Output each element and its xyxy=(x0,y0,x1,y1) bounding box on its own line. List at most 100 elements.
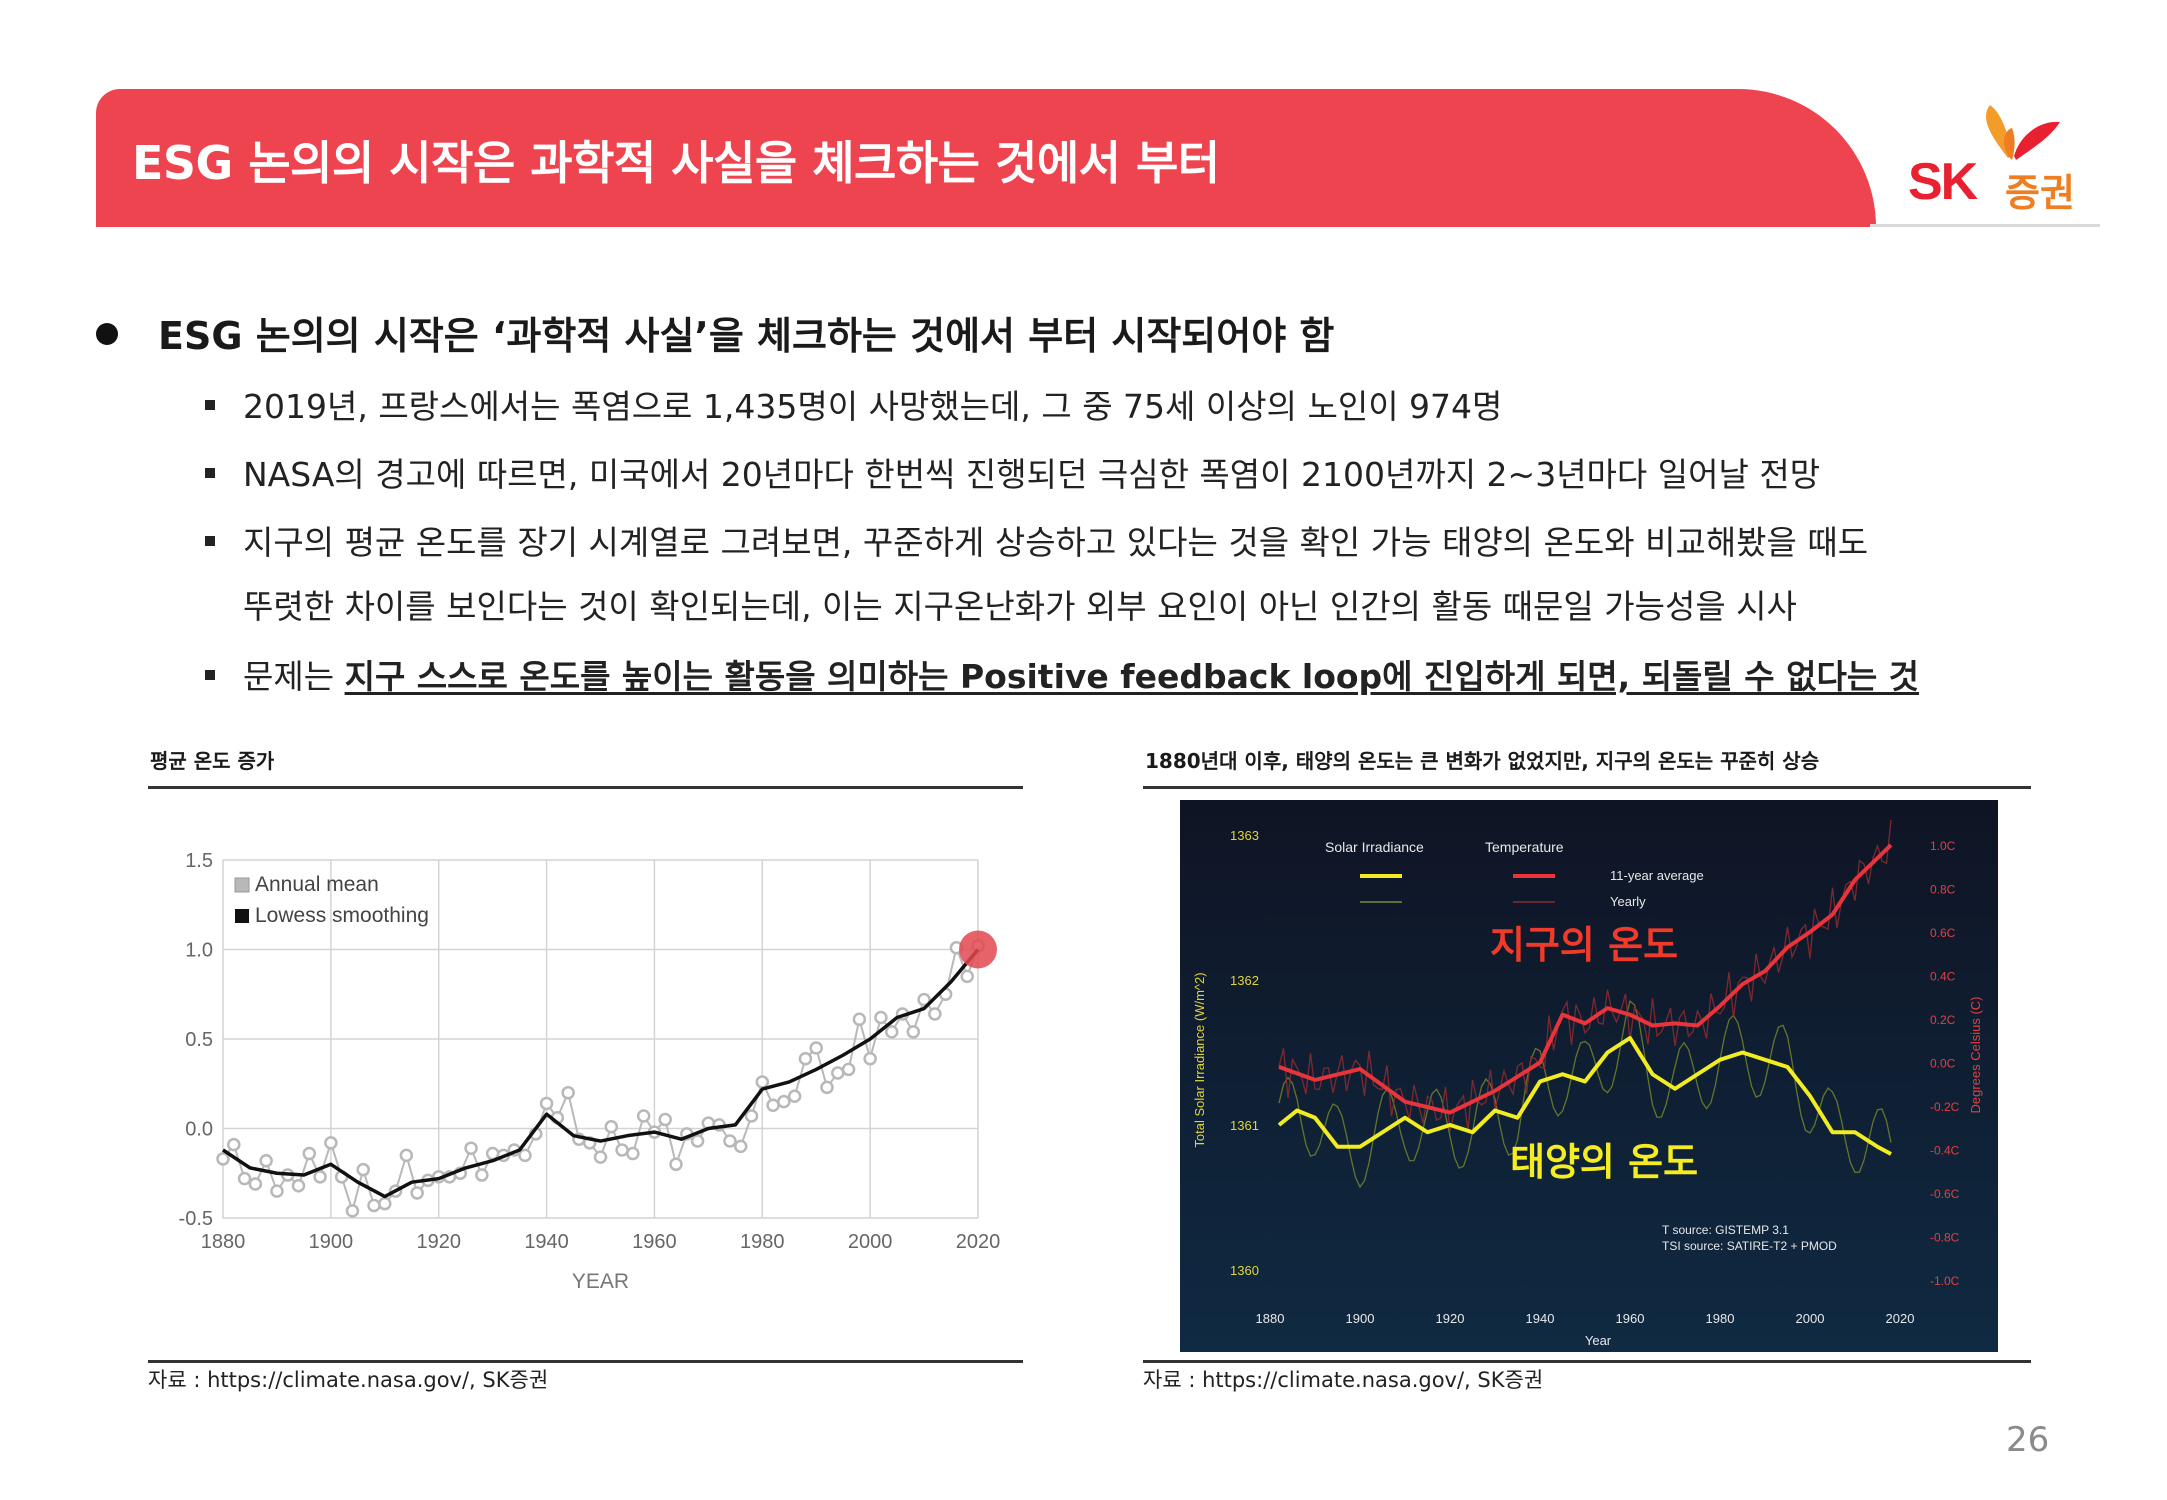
annual-mean-point xyxy=(874,1010,888,1025)
sun-temperature-annotation: 태양의 온도 xyxy=(1510,1140,1698,1184)
earth-temperature-annotation: 지구의 온도 xyxy=(1490,923,1678,967)
annual-mean-point xyxy=(313,1170,327,1184)
global-temperature-chart: 1880 1900 1920 1940 1960 1980 2000 2020 1.5 1.0 0.… xyxy=(179,850,1001,1293)
legend-solar-label: Solar Irradiance xyxy=(1325,839,1424,855)
x-tick-label: 1900 xyxy=(1346,1311,1375,1326)
annual-mean-point xyxy=(820,1080,834,1095)
annual-mean-point xyxy=(216,1152,230,1166)
annual-mean-point xyxy=(593,1150,608,1164)
left-caption-rule xyxy=(148,786,1023,789)
annual-mean-point xyxy=(475,1168,489,1182)
y-left-axis-label: Total Solar Irradiance (W/m^2) xyxy=(1192,972,1207,1147)
legend-yearly-label: Yearly xyxy=(1610,894,1646,909)
source-note-temperature: T source: GISTEMP 3.1 xyxy=(1662,1223,1789,1237)
page-title: ESG 논의의 시작은 과학적 사실을 체크하는 것에서 부터 xyxy=(132,136,1220,190)
annual-mean-point xyxy=(777,1094,791,1109)
title-bar: ESG 논의의 시작은 과학적 사실을 체크하는 것에서 부터 xyxy=(96,89,1876,227)
sub-bullet-1: 2019년, 프랑스에서는 폭염으로 1,435명이 사망했는데, 그 중 75… xyxy=(205,380,1502,428)
solar-average-line xyxy=(1277,1036,1892,1156)
y-tick-label: 1.5 xyxy=(185,850,213,872)
annual-mean-point xyxy=(960,969,974,984)
bullet-square-icon xyxy=(205,670,215,680)
title-underline xyxy=(1870,224,2100,227)
legend-avg-label: 11-year average xyxy=(1610,868,1704,883)
x-tick-label: 2000 xyxy=(1796,1311,1825,1326)
annual-mean-point xyxy=(356,1162,370,1177)
sk-logo: SK 증권 xyxy=(1900,100,2110,220)
logo-sk-text: SK xyxy=(1908,153,1978,211)
y-tick-label: -0.5 xyxy=(179,1208,213,1230)
bullet-dot-icon xyxy=(96,323,118,345)
annual-mean-point xyxy=(464,1141,478,1155)
x-tick-label: 2000 xyxy=(848,1231,893,1253)
y-right-tick-label: -0.4C xyxy=(1930,1144,1960,1158)
annual-mean-point xyxy=(291,1179,306,1193)
annual-mean-point xyxy=(227,1137,241,1152)
logo-kr-text: 증권 xyxy=(2005,171,2075,215)
x-tick-label: 1940 xyxy=(1526,1311,1555,1326)
x-axis-label: YEAR xyxy=(572,1270,629,1293)
x-tick-label: 1960 xyxy=(1616,1311,1645,1326)
bullet-square-icon xyxy=(205,468,215,478)
x-tick-label: 1900 xyxy=(309,1231,354,1253)
sub-bullet-2: NASA의 경고에 따르면, 미국에서 20년마다 한번씩 진행되던 극심한 폭… xyxy=(205,448,1820,496)
annual-mean-point xyxy=(733,1139,748,1154)
y-left-tick-label: 1362 xyxy=(1230,973,1259,988)
x-tick-label: 1920 xyxy=(1436,1311,1465,1326)
y-tick-label: 0.0 xyxy=(185,1119,213,1141)
annual-mean-point xyxy=(787,1089,802,1104)
annual-mean-point xyxy=(518,1148,532,1163)
x-tick-label: 1980 xyxy=(1706,1311,1735,1326)
annual-mean-point xyxy=(367,1198,381,1213)
x-tick-label: 1980 xyxy=(740,1231,785,1253)
y-right-tick-label: 1.0C xyxy=(1930,839,1956,853)
annual-mean-point xyxy=(658,1112,672,1127)
sub-bullet-4: 문제는 지구 스스로 온도를 높이는 활동을 의미하는 Positive fee… xyxy=(205,650,1919,698)
sub-bullet-4-emphasis: 지구 스스로 온도를 높이는 활동을 의미하는 Positive feedbac… xyxy=(344,657,1920,696)
bullet-square-icon xyxy=(205,400,215,410)
y-right-tick-label: 0.0C xyxy=(1930,1057,1956,1071)
y-left-tick-label: 1360 xyxy=(1230,1263,1259,1278)
y-right-tick-label: -0.8C xyxy=(1930,1231,1960,1245)
legend-temperature-label: Temperature xyxy=(1485,839,1564,855)
annual-mean-point xyxy=(766,1098,780,1112)
lowess-smoothing-line xyxy=(222,948,980,1199)
annual-mean-point xyxy=(755,1075,770,1089)
temperature-average-line xyxy=(1278,843,1893,1115)
annual-mean-point xyxy=(615,1143,629,1157)
bullet-square-icon xyxy=(205,536,215,546)
legend-annual-label: Annual mean xyxy=(255,873,379,896)
annual-mean-point xyxy=(669,1157,683,1172)
right-caption-rule xyxy=(1143,786,2031,789)
annual-mean-point xyxy=(798,1051,813,1066)
left-source-rule xyxy=(148,1360,1023,1363)
annual-mean-point xyxy=(259,1153,273,1168)
annual-mean-point xyxy=(248,1177,263,1191)
right-figure-caption: 1880년대 이후, 태양의 온도는 큰 변화가 없었지만, 지구의 온도는 꾸… xyxy=(1145,749,1820,773)
annual-mean-point xyxy=(604,1119,619,1134)
right-figure-source: 자료 : https://climate.nasa.gov/, SK증권 xyxy=(1143,1368,1544,1392)
temperature-yearly-line xyxy=(1278,819,1892,1132)
annual-mean-point xyxy=(345,1204,360,1218)
annual-mean-point xyxy=(744,1109,759,1123)
sub-bullet-3-text: 지구의 평균 온도를 장기 시계열로 그려보면, 꾸준하게 상승하고 있다는 것… xyxy=(243,523,1869,562)
legend-annual-swatch xyxy=(234,877,250,893)
annual-mean-point xyxy=(831,1066,845,1080)
y-left-tick-label: 1361 xyxy=(1230,1118,1259,1133)
annual-mean-point xyxy=(906,1025,921,1039)
solar-yearly-line xyxy=(1278,999,1892,1189)
sub-bullet-3: 지구의 평균 온도를 장기 시계열로 그려보면, 꾸준하게 상승하고 있다는 것… xyxy=(205,516,1868,564)
y-right-axis-label: Degrees Celsius (C) xyxy=(1968,996,1983,1113)
annual-mean-point xyxy=(928,1007,942,1021)
main-bullet-text: ESG 논의의 시작은 ‘과학적 사실’을 체크하는 것에서 부터 시작되어야 … xyxy=(158,314,1335,358)
annual-mean-point xyxy=(809,1041,823,1055)
legend-smooth-swatch xyxy=(235,909,249,923)
right-source-rule xyxy=(1143,1360,2031,1363)
y-right-tick-label: -0.6C xyxy=(1930,1187,1960,1201)
butterfly-icon xyxy=(1986,105,2060,160)
x-tick-label: 1960 xyxy=(632,1231,677,1253)
annual-mean-point xyxy=(410,1186,424,1200)
solar-vs-temperature-chart: 1880 1900 1920 1940 1960 1980 2000 2020 Year 1363… xyxy=(1180,800,1998,1352)
left-figure-caption: 평균 온도 증가 xyxy=(150,749,275,773)
y-right-tick-label: -1.0C xyxy=(1930,1274,1960,1288)
